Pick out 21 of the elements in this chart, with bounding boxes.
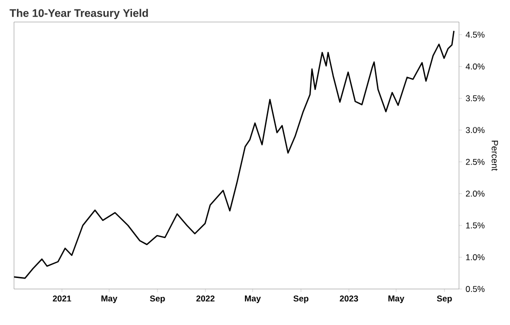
y-tick-label: 3.5%	[466, 95, 485, 102]
y-tick-label: 0.5%	[466, 286, 485, 292]
x-tick-label: 2021	[52, 296, 72, 302]
y-axis-title: Percent	[492, 140, 498, 171]
y-tick-label: 1.5%	[466, 222, 485, 228]
y-tick-label: 4.5%	[466, 32, 485, 38]
x-tick-label: Sep	[436, 296, 452, 304]
y-tick-label: 2.5%	[466, 158, 485, 165]
x-tick-label: May	[244, 296, 261, 304]
x-tick-label: 2022	[196, 296, 215, 302]
x-tick-label: May	[388, 296, 404, 304]
y-tick-label: 2.0%	[466, 190, 485, 197]
x-tick-label: May	[101, 296, 118, 304]
x-tick-label: Sep	[293, 296, 308, 304]
chart-title: The 10-Year Treasury Yield	[10, 8, 148, 20]
line-series	[14, 30, 455, 279]
y-tick-label: 4.0%	[466, 64, 485, 70]
x-tick-label: 2023	[340, 296, 358, 302]
y-tick-label: 3.0%	[466, 127, 485, 134]
y-tick-label: 1.0%	[466, 254, 485, 260]
x-tick-label: Sep	[150, 296, 165, 304]
